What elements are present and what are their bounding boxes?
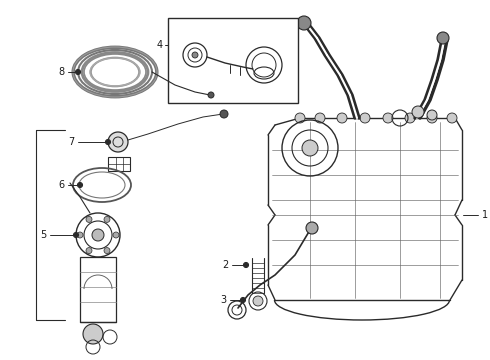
Bar [108, 157, 130, 171]
Circle shape [74, 233, 78, 238]
Circle shape [208, 92, 214, 98]
Circle shape [104, 248, 110, 253]
Circle shape [437, 32, 449, 44]
Circle shape [77, 183, 82, 188]
Circle shape [192, 52, 198, 58]
Circle shape [104, 216, 110, 222]
Text: 3: 3 [220, 295, 226, 305]
Circle shape [427, 110, 437, 120]
Circle shape [92, 229, 104, 241]
Circle shape [241, 297, 245, 302]
Circle shape [244, 262, 248, 267]
Circle shape [447, 113, 457, 123]
Circle shape [427, 113, 437, 123]
Circle shape [220, 110, 228, 118]
Circle shape [105, 140, 111, 144]
Circle shape [113, 232, 119, 238]
Circle shape [315, 113, 325, 123]
Circle shape [253, 296, 263, 306]
Text: 5: 5 [40, 230, 46, 240]
Text: 1: 1 [482, 210, 488, 220]
Circle shape [306, 222, 318, 234]
Circle shape [83, 324, 103, 344]
Text: 4: 4 [157, 40, 163, 50]
Text: 2: 2 [222, 260, 228, 270]
Bar [80, 257, 116, 322]
Circle shape [75, 69, 80, 75]
Text: 7: 7 [68, 137, 74, 147]
Circle shape [295, 113, 305, 123]
Circle shape [412, 106, 424, 118]
Circle shape [86, 216, 92, 222]
Circle shape [108, 132, 128, 152]
Circle shape [77, 232, 83, 238]
Circle shape [86, 248, 92, 253]
Circle shape [383, 113, 393, 123]
Bar [168, 18, 298, 103]
Text: 8: 8 [58, 67, 64, 77]
Circle shape [360, 113, 370, 123]
Circle shape [302, 140, 318, 156]
Text: 6: 6 [58, 180, 64, 190]
Circle shape [405, 113, 415, 123]
Circle shape [297, 16, 311, 30]
Circle shape [337, 113, 347, 123]
